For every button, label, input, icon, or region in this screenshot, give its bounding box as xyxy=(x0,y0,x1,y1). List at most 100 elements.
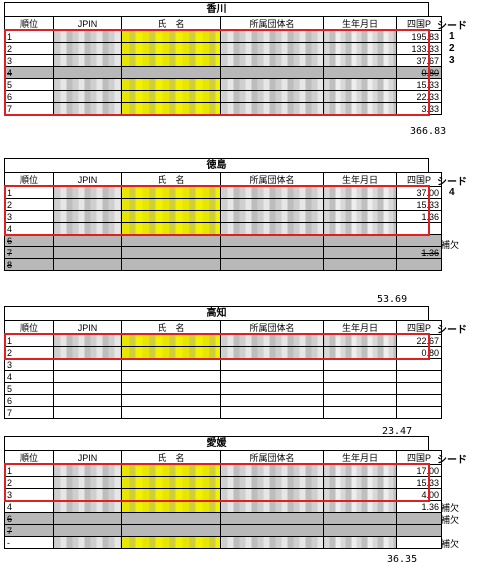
birthdate-cell-redacted xyxy=(323,54,397,67)
jpin-cell-redacted xyxy=(53,464,122,477)
name-cell xyxy=(121,382,221,395)
header-points: 四国P xyxy=(396,450,442,465)
table-row: 3 4.00 xyxy=(4,488,442,501)
rank-cell: 3 xyxy=(4,488,54,501)
jpin-cell-redacted xyxy=(53,54,122,67)
rank-cell: 2 xyxy=(4,476,54,489)
name-cell-redacted xyxy=(121,500,221,513)
table-row: 1 17.00 xyxy=(4,464,442,477)
table-row: - xyxy=(4,536,442,549)
table-row: 4 1.36 xyxy=(4,500,442,513)
birthdate-cell-redacted xyxy=(323,476,397,489)
name-cell xyxy=(121,358,221,371)
birthdate-cell xyxy=(323,370,397,383)
birthdate-cell xyxy=(323,358,397,371)
name-cell-redacted xyxy=(121,346,221,359)
section-1: 香川 順位 JPIN 氏 名所属団体名 生年月日 四国P 1 195.83 2 133.33 3 37… xyxy=(0,2,480,142)
birthdate-cell-redacted xyxy=(323,500,397,513)
name-cell-redacted xyxy=(121,536,221,549)
team-cell-redacted xyxy=(220,222,324,235)
name-cell-redacted xyxy=(121,334,221,347)
jpin-cell xyxy=(53,394,122,407)
rank-cell: 6 xyxy=(4,512,54,525)
points-cell: 195.83 xyxy=(396,30,442,43)
name-cell-redacted xyxy=(121,186,221,199)
header-points: 四国P xyxy=(396,16,442,31)
header-rank: 順位 xyxy=(4,16,54,31)
points-cell xyxy=(396,512,442,525)
jpin-cell-redacted xyxy=(53,258,122,271)
header-name: 氏 名 xyxy=(121,16,221,31)
name-cell-redacted xyxy=(121,464,221,477)
birthdate-cell-redacted xyxy=(323,42,397,55)
seed-value: 2 xyxy=(449,43,455,54)
birthdate-cell-redacted xyxy=(323,524,397,537)
section-total: 23.47 xyxy=(382,426,413,437)
team-cell-redacted xyxy=(220,30,324,43)
name-cell-redacted xyxy=(121,258,221,271)
points-cell: 0.80 xyxy=(396,66,442,79)
name-cell-redacted xyxy=(121,246,221,259)
name-cell-redacted xyxy=(121,476,221,489)
birthdate-cell-redacted xyxy=(323,222,397,235)
team-cell-redacted xyxy=(220,54,324,67)
rank-cell: 6 xyxy=(4,234,54,247)
header-birthdate: 生年月日 xyxy=(323,16,397,31)
header-birthdate: 生年月日 xyxy=(323,172,397,187)
rank-cell: 1 xyxy=(4,30,54,43)
team-cell-redacted xyxy=(220,536,324,549)
header-row: 順位 JPIN 氏 名所属団体名 生年月日 四国P xyxy=(4,172,442,187)
jpin-cell-redacted xyxy=(53,198,122,211)
points-cell: 3.33 xyxy=(396,102,442,115)
birthdate-cell-redacted xyxy=(323,334,397,347)
name-cell-redacted xyxy=(121,524,221,537)
table-row: 8 xyxy=(4,258,442,271)
header-birthdate: 生年月日 xyxy=(323,320,397,335)
header-rank: 順位 xyxy=(4,450,54,465)
birthdate-cell xyxy=(323,394,397,407)
section-total: 36.35 xyxy=(387,554,418,565)
substitute-note: 補欠 xyxy=(441,539,460,549)
name-cell-redacted xyxy=(121,78,221,91)
team-cell-redacted xyxy=(220,488,324,501)
points-cell: 133.33 xyxy=(396,42,442,55)
birthdate-cell xyxy=(323,382,397,395)
team-cell-redacted xyxy=(220,500,324,513)
jpin-cell-redacted xyxy=(53,334,122,347)
table-row: 2 133.33 xyxy=(4,42,442,55)
rank-cell: 7 xyxy=(4,246,54,259)
jpin-cell-redacted xyxy=(53,234,122,247)
jpin-cell-redacted xyxy=(53,536,122,549)
points-cell: 15.33 xyxy=(396,476,442,489)
team-cell-redacted xyxy=(220,258,324,271)
points-cell xyxy=(396,382,442,395)
team-cell-redacted xyxy=(220,42,324,55)
name-cell-redacted xyxy=(121,234,221,247)
header-rank: 順位 xyxy=(4,320,54,335)
rank-cell: 6 xyxy=(4,394,54,407)
rank-cell: - xyxy=(4,536,54,549)
jpin-cell-redacted xyxy=(53,210,122,223)
jpin-cell-redacted xyxy=(53,512,122,525)
section-title: 香川 xyxy=(4,2,429,16)
name-cell-redacted xyxy=(121,90,221,103)
jpin-cell-redacted xyxy=(53,488,122,501)
header-jpin: JPIN xyxy=(53,320,122,335)
rank-cell: 7 xyxy=(4,524,54,537)
table-row: 7 1.36 xyxy=(4,246,442,259)
header-points: 四国P xyxy=(396,320,442,335)
jpin-cell xyxy=(53,370,122,383)
table-row: 2 15.33 xyxy=(4,198,442,211)
rank-cell: 1 xyxy=(4,186,54,199)
jpin-cell-redacted xyxy=(53,30,122,43)
seed-value: 3 xyxy=(449,55,455,66)
header-row: 順位 JPIN 氏 名所属団体名 生年月日 四国P xyxy=(4,16,442,31)
rank-cell: 2 xyxy=(4,346,54,359)
points-cell xyxy=(396,258,442,271)
table-row: 6 22.33 xyxy=(4,90,442,103)
team-cell-redacted xyxy=(220,334,324,347)
rank-cell: 2 xyxy=(4,42,54,55)
jpin-cell-redacted xyxy=(53,66,122,79)
birthdate-cell-redacted xyxy=(323,234,397,247)
header-team: 所属団体名 xyxy=(220,450,324,465)
